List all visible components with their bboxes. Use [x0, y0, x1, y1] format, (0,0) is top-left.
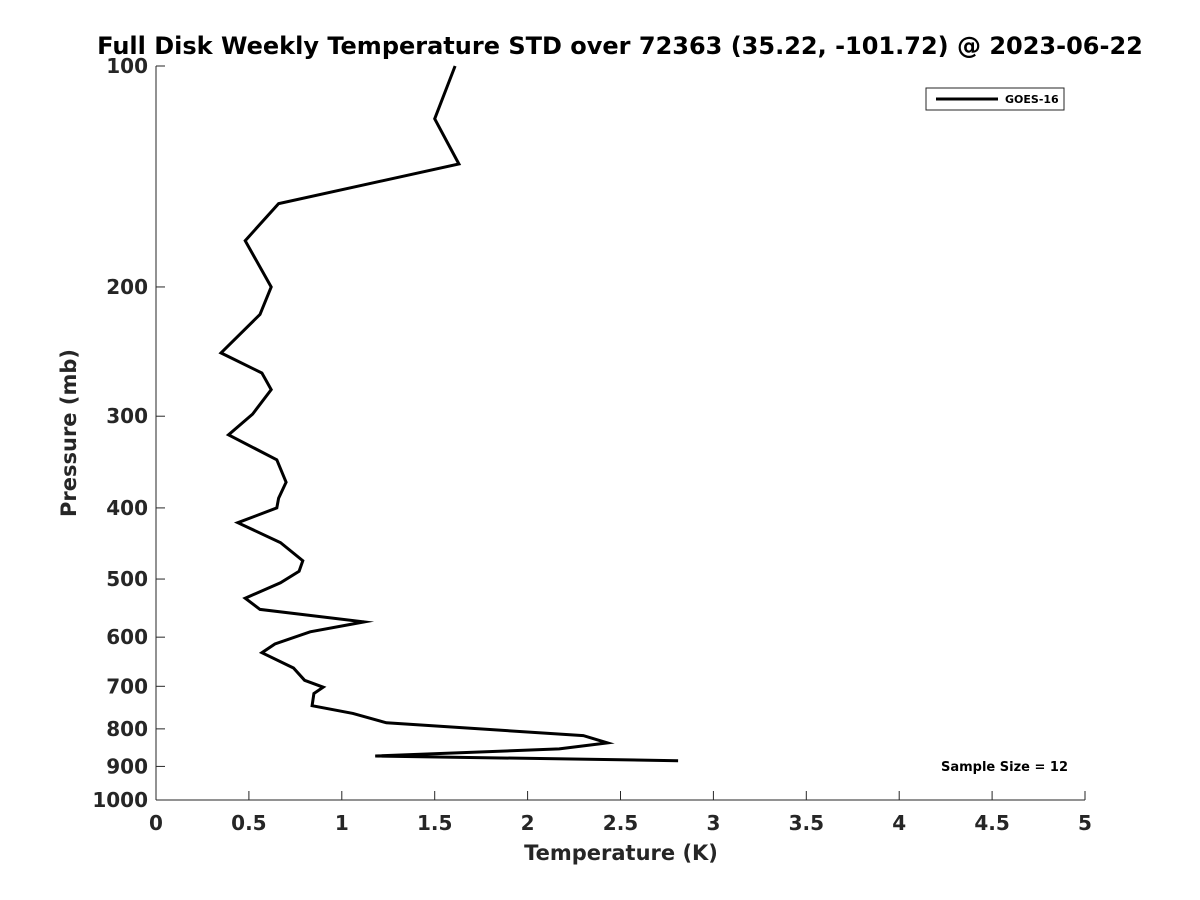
y-tick-label: 300 [106, 404, 148, 428]
x-tick-label: 4.5 [974, 811, 1009, 835]
y-tick-label: 800 [106, 717, 148, 741]
legend: GOES-16 [925, 87, 1065, 111]
x-tick-label: 0 [149, 811, 163, 835]
y-tick-label: 100 [106, 54, 148, 78]
x-tick-label: 0.5 [231, 811, 266, 835]
series-line-goes-16 [218, 65, 679, 763]
x-tick-label: 1.5 [417, 811, 452, 835]
x-tick-label: 3 [706, 811, 720, 835]
y-tick-label: 500 [106, 567, 148, 591]
plot-area [218, 65, 679, 763]
y-tick-label: 600 [106, 625, 148, 649]
y-tick-label: 400 [106, 496, 148, 520]
sample-size-annotation: Sample Size = 12 [941, 760, 1068, 775]
y-tick-label: 200 [106, 275, 148, 299]
y-tick-label: 700 [106, 674, 148, 698]
x-tick-label: 5 [1078, 811, 1092, 835]
axes: 0 0.5 1 1.5 2 2.5 3 3.5 4 4.5 5 100 200 300 400 500 600 7… [92, 54, 1092, 835]
x-tick-label: 3.5 [789, 811, 824, 835]
x-tick-label: 2 [521, 811, 535, 835]
legend-label-goes-16: GOES-16 [1005, 93, 1059, 106]
y-axis-label: Pressure (mb) [57, 349, 81, 517]
x-tick-label: 2.5 [603, 811, 638, 835]
y-tick-label: 900 [106, 754, 148, 778]
y-tick-label: 1000 [92, 788, 148, 812]
x-tick-label: 1 [335, 811, 349, 835]
x-tick-label: 4 [892, 811, 906, 835]
x-axis-label: Temperature (K) [524, 841, 718, 865]
chart-title: Full Disk Weekly Temperature STD over 72… [97, 32, 1143, 60]
